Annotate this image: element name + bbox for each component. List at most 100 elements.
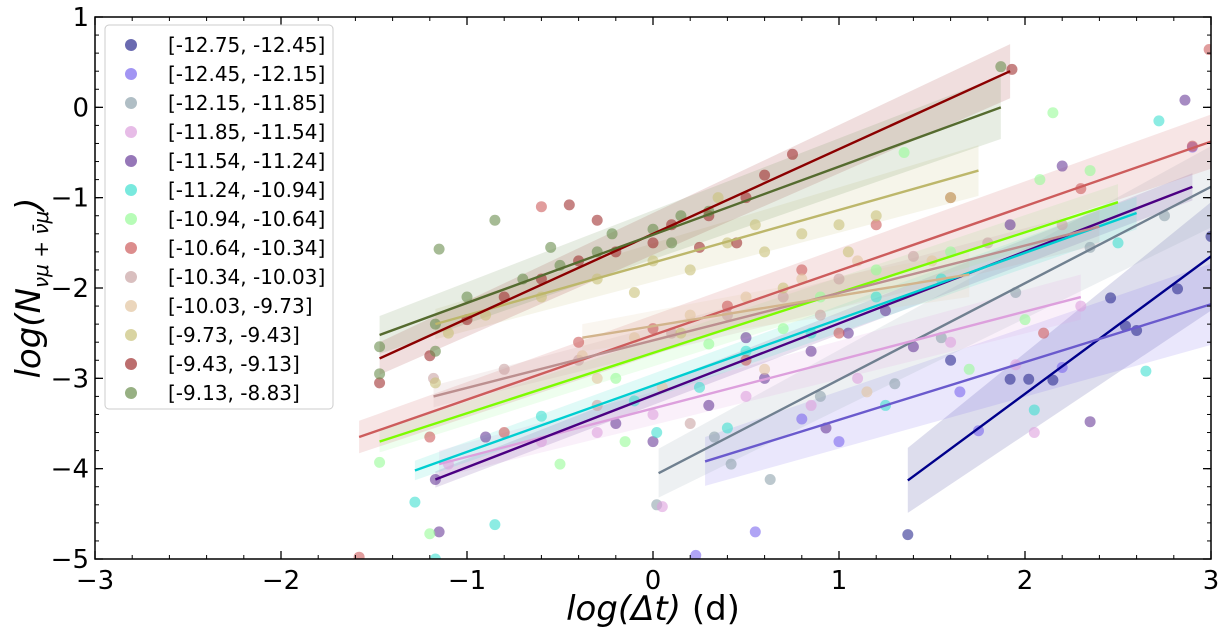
data-point-s8-12 — [814, 309, 826, 321]
fit-line-12 — [379, 106, 1002, 337]
confidence-band-1 — [705, 263, 1211, 486]
legend-label-0: [-12.75, -12.45] — [168, 33, 325, 57]
data-point-s7-1 — [424, 431, 436, 443]
fit-lines — [358, 70, 1211, 482]
data-point-s6-3 — [619, 436, 631, 448]
data-point-s4-1 — [480, 431, 492, 443]
fit-line-10 — [435, 169, 979, 326]
data-point-s9-10 — [861, 386, 873, 398]
data-point-s0-9 — [945, 354, 957, 366]
data-point-s12-15 — [606, 228, 618, 240]
data-point-s10-14 — [628, 287, 640, 299]
data-point-s1-1 — [749, 526, 761, 538]
data-point-s2-2 — [725, 458, 737, 470]
data-point-s4-10 — [433, 526, 445, 538]
x-tick-label-5: 2 — [1017, 566, 1034, 596]
data-point-s11-11 — [759, 169, 771, 181]
data-point-s3-4 — [852, 372, 864, 384]
data-point-s12-3 — [433, 243, 445, 255]
legend-marker-8 — [125, 271, 137, 283]
data-point-s5-1 — [429, 553, 441, 559]
data-point-s6-10 — [1084, 165, 1096, 177]
data-point-s10-1 — [442, 327, 454, 339]
data-point-s6-2 — [554, 458, 566, 470]
data-point-s7-3 — [573, 336, 585, 348]
fit-line-1 — [704, 303, 1211, 463]
y-axis-label: log(Nνμ + ν̄μ) — [9, 197, 53, 378]
data-point-s10-11 — [870, 210, 882, 222]
data-point-s1-3 — [973, 425, 984, 437]
data-point-s4-2 — [610, 418, 622, 429]
data-point-s6-4 — [703, 338, 715, 350]
data-point-s7-15 — [833, 327, 845, 339]
data-point-s5-5 — [694, 381, 705, 393]
legend-label-4: [-11.54, -11.24] — [168, 149, 325, 173]
data-point-s8-6 — [833, 273, 845, 285]
data-point-s6-8 — [1034, 174, 1046, 186]
fit-line-8 — [433, 225, 1100, 398]
data-point-s10-0 — [429, 377, 441, 389]
legend-marker-5 — [125, 184, 137, 196]
data-point-s3-5 — [945, 336, 957, 348]
legend-marker-3 — [125, 126, 137, 138]
data-point-s7-2 — [498, 427, 510, 439]
data-point-s8-1 — [498, 363, 510, 375]
y-tick-label-6: 1 — [72, 3, 89, 33]
legend-marker-1 — [125, 68, 137, 80]
y-tick-label-5: 0 — [72, 93, 89, 123]
data-point-s12-5 — [489, 214, 501, 226]
data-point-s11-0 — [374, 377, 386, 389]
x-axis-label-unit: (d) — [681, 589, 740, 629]
confidence-band-6 — [379, 184, 1119, 453]
y-axis-label-close: ) — [9, 197, 49, 213]
data-point-s0-1 — [1004, 373, 1016, 385]
data-point-s7-11 — [1203, 44, 1211, 56]
x-tick-label-2: −1 — [448, 566, 486, 596]
y-tick-label-2: −3 — [51, 364, 89, 394]
legend: [-12.75, -12.45] [-12.45, -12.15] [-12.15,… — [104, 24, 334, 410]
data-point-s7-0 — [353, 551, 365, 559]
data-point-s6-6 — [870, 264, 882, 276]
legend-marker-9 — [125, 300, 137, 312]
data-point-s11-14 — [563, 199, 575, 211]
data-point-s1-7 — [796, 413, 808, 425]
data-point-s12-7 — [545, 241, 557, 253]
data-point-s5-11 — [1153, 115, 1165, 127]
confidence-band-11 — [379, 44, 1011, 375]
data-point-s3-9 — [591, 427, 603, 439]
data-point-s8-7 — [907, 250, 919, 262]
data-point-s10-6 — [684, 264, 696, 276]
data-point-s12-13 — [429, 345, 441, 357]
data-point-s4-12 — [647, 436, 659, 448]
data-point-s5-2 — [489, 519, 501, 531]
data-point-s7-9 — [1038, 327, 1050, 339]
data-point-s3-3 — [740, 390, 752, 402]
data-point-s4-3 — [703, 399, 715, 411]
data-point-s1-2 — [833, 436, 845, 448]
data-point-s2-1 — [708, 431, 720, 443]
data-point-s3-8 — [805, 399, 817, 411]
data-point-s0-7 — [1172, 283, 1184, 295]
data-point-s8-5 — [777, 291, 789, 303]
data-point-s7-13 — [535, 201, 547, 213]
data-point-s0-0 — [902, 529, 914, 541]
data-point-s11-15 — [591, 214, 603, 226]
data-point-s1-0 — [690, 549, 702, 559]
x-tick-label-4: 1 — [831, 566, 848, 596]
data-point-s12-0 — [374, 341, 386, 353]
data-point-s2-3 — [764, 474, 776, 486]
fit-line-0 — [907, 255, 1211, 482]
legend-marker-12 — [125, 387, 137, 399]
data-point-s10-12 — [945, 192, 957, 204]
data-point-s3-7 — [656, 501, 668, 513]
data-point-s7-6 — [796, 264, 808, 276]
legend-label-7: [-10.64, -10.34] — [168, 236, 325, 260]
legend-label-9: [-10.03, -9.73] — [168, 294, 313, 318]
data-point-s3-11 — [1075, 300, 1087, 312]
fit-line-7 — [358, 140, 1211, 439]
legend-marker-11 — [125, 358, 137, 370]
y-tick-label-3: −2 — [51, 274, 89, 304]
legend-label-5: [-11.24, -10.94] — [168, 178, 325, 202]
axis-ticks: −3 −2 −1 0 1 2 3 −5 −4 −3 −2 −1 0 1 — [51, 3, 1220, 596]
data-point-s5-8 — [870, 291, 882, 303]
